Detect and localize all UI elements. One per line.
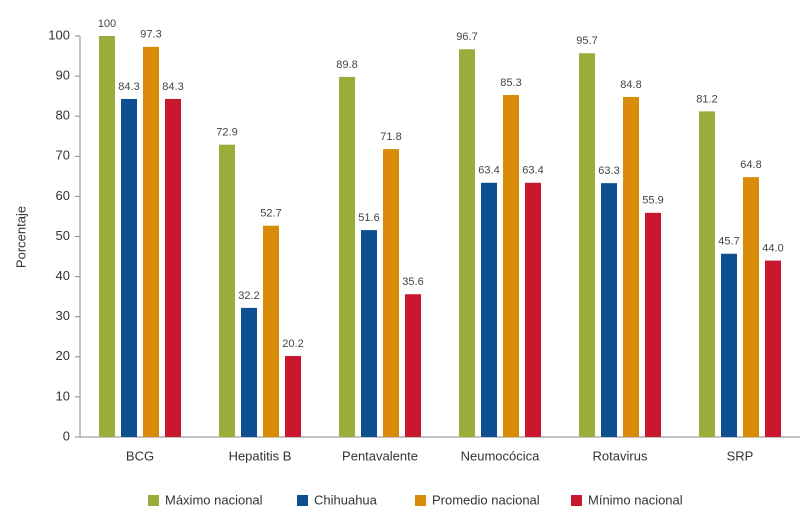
x-tick-label: Rotavirus [593,448,648,463]
data-label: 81.2 [696,93,717,105]
data-label: 55.9 [642,195,663,207]
data-label: 35.6 [402,276,423,288]
x-tick-label: BCG [126,448,154,463]
data-label: 84.3 [162,81,183,93]
bar [405,294,421,437]
data-label: 51.6 [358,212,379,224]
bar [481,182,497,437]
legend-label: Máximo nacional [165,492,263,507]
bar [645,212,661,437]
y-tick-label: 60 [56,188,70,203]
legend-label: Mínimo nacional [588,492,683,507]
y-tick-label: 70 [56,148,70,163]
bar [721,253,737,437]
bar [383,149,399,437]
data-label: 96.7 [456,31,477,43]
legend-swatch [415,495,426,506]
x-tick-label: Hepatitis B [229,448,292,463]
y-tick-label: 0 [63,428,70,443]
legend-swatch [148,495,159,506]
y-axis-label: Porcentaje [13,206,28,268]
bar [339,76,355,437]
data-label: 89.8 [336,59,357,71]
y-tick-label: 50 [56,228,70,243]
x-tick-label: SRP [727,448,754,463]
bar [503,94,519,438]
bar [579,53,595,437]
data-label: 63.4 [522,165,543,177]
bar [219,144,235,437]
x-tick-label: Neumocócica [461,448,541,463]
data-label: 95.7 [576,35,597,47]
data-label: 20.2 [282,338,303,350]
data-label: 32.2 [238,290,259,302]
y-tick-label: 20 [56,348,70,363]
bar [525,182,541,437]
y-tick-label: 90 [56,68,70,83]
legend-swatch [297,495,308,506]
bar [241,307,257,437]
data-label: 97.3 [140,29,161,41]
bar [143,46,159,438]
data-label: 85.3 [500,77,521,89]
data-label: 45.7 [718,236,739,248]
legend-swatch [571,495,582,506]
bar [165,98,181,437]
data-label: 84.3 [118,81,139,93]
y-tick-label: 80 [56,108,70,123]
y-tick-label: 40 [56,268,70,283]
y-tick-label: 100 [48,27,70,42]
bar [765,260,781,437]
y-tick-label: 10 [56,388,70,403]
y-tick-label: 30 [56,308,70,323]
data-label: 63.3 [598,165,619,177]
bar [743,177,759,438]
bar [121,98,137,437]
data-label: 44.0 [762,242,783,254]
bar [285,355,301,437]
bar [623,96,639,438]
data-label: 72.9 [216,127,237,139]
bar [361,230,377,437]
bar [99,36,115,437]
data-label: 100 [98,18,116,30]
legend-label: Promedio nacional [432,492,540,507]
bar [601,183,617,437]
data-label: 64.8 [740,159,761,171]
data-label: 52.7 [260,208,281,220]
legend-label: Chihuahua [314,492,378,507]
bar [699,111,715,437]
bar [263,225,279,437]
data-label: 71.8 [380,131,401,143]
bar [459,49,475,437]
data-label: 63.4 [478,165,499,177]
x-tick-label: Pentavalente [342,448,418,463]
data-label: 84.8 [620,79,641,91]
